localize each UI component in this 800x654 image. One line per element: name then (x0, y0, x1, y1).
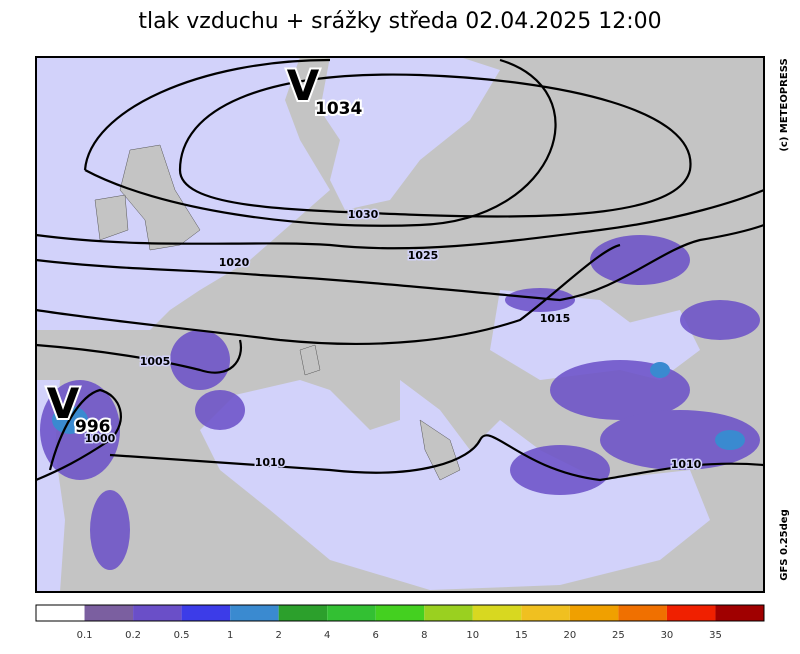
legend-label: 0.1 (77, 630, 93, 641)
center-letter: V (47, 379, 80, 428)
center-value: 1034 (315, 99, 362, 119)
legend-swatch (84, 605, 134, 621)
legend-label: 6 (373, 630, 379, 641)
legend: 0.1 0.2 0.5 1 2 4 6 8 10 15 20 25 30 35 (35, 604, 765, 641)
title: tlak vzduchu + srážky středa 02.04.2025 … (138, 9, 661, 34)
isobar-label: 1010 (255, 456, 286, 469)
legend-swatch (715, 605, 764, 621)
legend-swatch (666, 605, 716, 621)
isobar-label: 1025 (408, 249, 439, 262)
legend-swatch (424, 605, 473, 621)
isobar-label: 1005 (140, 355, 171, 368)
legend-label: 4 (324, 630, 330, 641)
legend-label: 8 (421, 630, 427, 641)
legend-label: 25 (612, 630, 625, 641)
map-area (35, 57, 765, 592)
legend-swatch (327, 605, 376, 621)
legend-label: 2 (275, 630, 281, 641)
legend-label: 10 (466, 630, 479, 641)
legend-swatch (375, 605, 425, 621)
legend-swatch (569, 605, 619, 621)
legend-label: 0.5 (174, 630, 190, 641)
legend-label: 35 (709, 630, 722, 641)
model-name: GFS 0.25deg (779, 509, 790, 581)
legend-swatch (181, 605, 231, 621)
legend-label: 1 (227, 630, 233, 641)
legend-swatch (472, 605, 522, 621)
legend-frame (35, 604, 765, 622)
isobar-label: 1030 (348, 208, 379, 221)
legend-swatch (36, 605, 85, 621)
map-frame (35, 56, 765, 593)
isobar-label: 1010 (671, 458, 702, 471)
isobar-label: 1020 (219, 256, 250, 269)
center-value: 996 (75, 417, 111, 437)
legend-swatch (133, 605, 182, 621)
legend-label: 20 (563, 630, 576, 641)
legend-swatch (521, 605, 570, 621)
isobar-label: 1000 (85, 432, 116, 445)
copyright: (c) METEOPRESS (779, 58, 790, 151)
legend-label: 15 (515, 630, 528, 641)
legend-swatch (278, 605, 328, 621)
legend-label: 30 (661, 630, 674, 641)
legend-label: 0.2 (125, 630, 141, 641)
legend-swatch (618, 605, 667, 621)
legend-swatch (230, 605, 279, 621)
isobar-label: 1015 (540, 312, 571, 325)
center-letter: V (287, 61, 320, 110)
